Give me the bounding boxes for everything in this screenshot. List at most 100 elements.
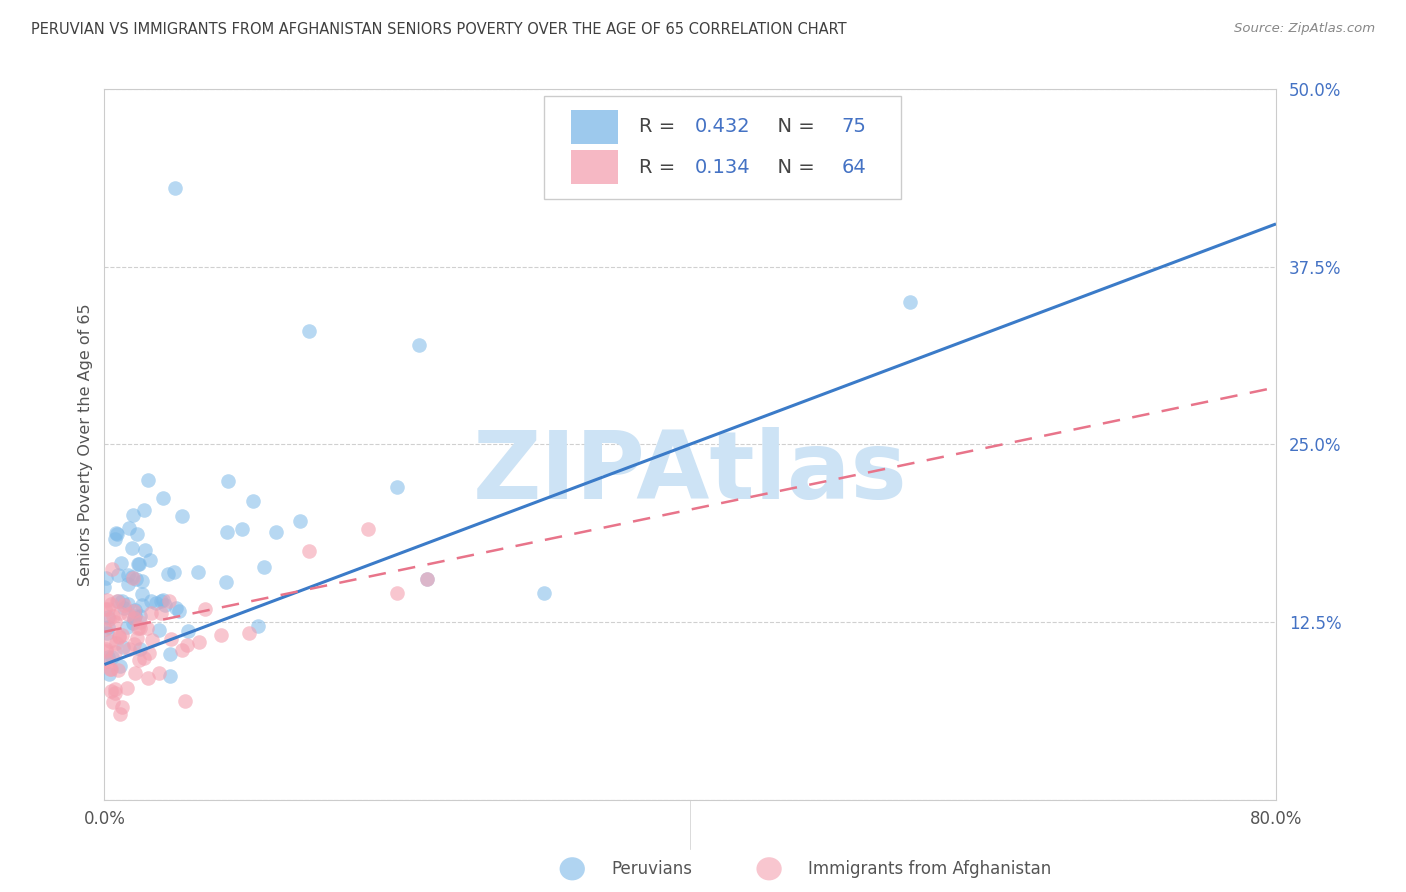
Point [125, 631, 148, 645]
Point [387, 480, 409, 494]
Point [122, 571, 145, 585]
Point [177, 624, 200, 639]
Point [131, 587, 153, 601]
Point [96, 654, 118, 668]
Point [127, 558, 149, 572]
Point [132, 503, 155, 517]
Point [110, 659, 132, 673]
Point [100, 684, 122, 698]
Point [124, 665, 146, 680]
Point [108, 707, 131, 722]
Point [533, 586, 555, 600]
Point [174, 693, 197, 707]
Point [122, 604, 145, 618]
Text: N =: N = [765, 117, 821, 136]
Point [298, 324, 321, 338]
Point [141, 593, 163, 607]
Point [97, 620, 120, 634]
Point [159, 632, 181, 647]
Point [112, 600, 135, 615]
Point [187, 565, 209, 579]
Point [122, 637, 145, 651]
Point [231, 522, 253, 536]
Point [129, 642, 152, 657]
Point [108, 629, 131, 643]
Point [169, 603, 191, 617]
Point [111, 593, 134, 607]
Point [134, 651, 156, 665]
Point [193, 602, 215, 616]
Point [112, 640, 135, 655]
Point [898, 295, 921, 310]
Point [115, 681, 138, 695]
Point [264, 525, 287, 540]
Point [100, 662, 122, 676]
Point [121, 508, 143, 523]
Point [104, 645, 127, 659]
Point [129, 621, 152, 635]
Text: R =: R = [638, 117, 681, 136]
FancyBboxPatch shape [571, 110, 617, 144]
Point [94, 570, 117, 584]
Point [157, 594, 180, 608]
Point [128, 557, 150, 571]
Point [117, 597, 139, 611]
Point [107, 630, 129, 644]
Point [145, 596, 167, 610]
Point [209, 628, 232, 642]
Text: N =: N = [765, 158, 821, 177]
Point [94, 602, 117, 616]
Point [415, 572, 437, 586]
Point [110, 556, 132, 570]
Point [131, 574, 153, 588]
Point [105, 526, 128, 541]
Point [159, 647, 181, 661]
Point [94, 644, 117, 658]
Point [136, 474, 159, 488]
Point [100, 650, 122, 665]
Point [96, 592, 118, 607]
Point [170, 509, 193, 524]
Point [217, 475, 239, 489]
Point [105, 636, 128, 650]
Point [118, 642, 141, 657]
Point [141, 633, 163, 648]
Point [94, 623, 117, 637]
Point [104, 681, 127, 696]
Text: ZIPAtlas: ZIPAtlas [472, 426, 907, 518]
Point [125, 527, 148, 541]
Point [156, 566, 179, 581]
Point [96, 642, 118, 657]
Point [97, 650, 120, 665]
Point [100, 597, 122, 611]
Point [105, 525, 128, 540]
Point [415, 572, 437, 586]
Point [215, 574, 238, 589]
Point [150, 606, 173, 620]
Point [107, 594, 129, 608]
Text: Immigrants from Afghanistan: Immigrants from Afghanistan [808, 860, 1052, 878]
Point [121, 541, 143, 556]
Point [357, 523, 380, 537]
Point [129, 608, 152, 623]
Point [101, 562, 124, 576]
Point [165, 601, 187, 615]
Point [98, 666, 121, 681]
Point [93, 580, 115, 594]
Point [105, 594, 128, 608]
Point [122, 616, 145, 631]
Point [117, 607, 139, 621]
Text: 0.432: 0.432 [695, 117, 751, 136]
Point [387, 586, 409, 600]
Point [148, 665, 170, 680]
Point [148, 623, 170, 637]
Point [107, 568, 129, 582]
Point [163, 181, 186, 195]
Point [253, 559, 276, 574]
Point [152, 491, 174, 506]
Point [163, 565, 186, 579]
Point [288, 514, 311, 528]
Point [97, 610, 120, 624]
Point [111, 627, 134, 641]
Point [408, 337, 430, 351]
